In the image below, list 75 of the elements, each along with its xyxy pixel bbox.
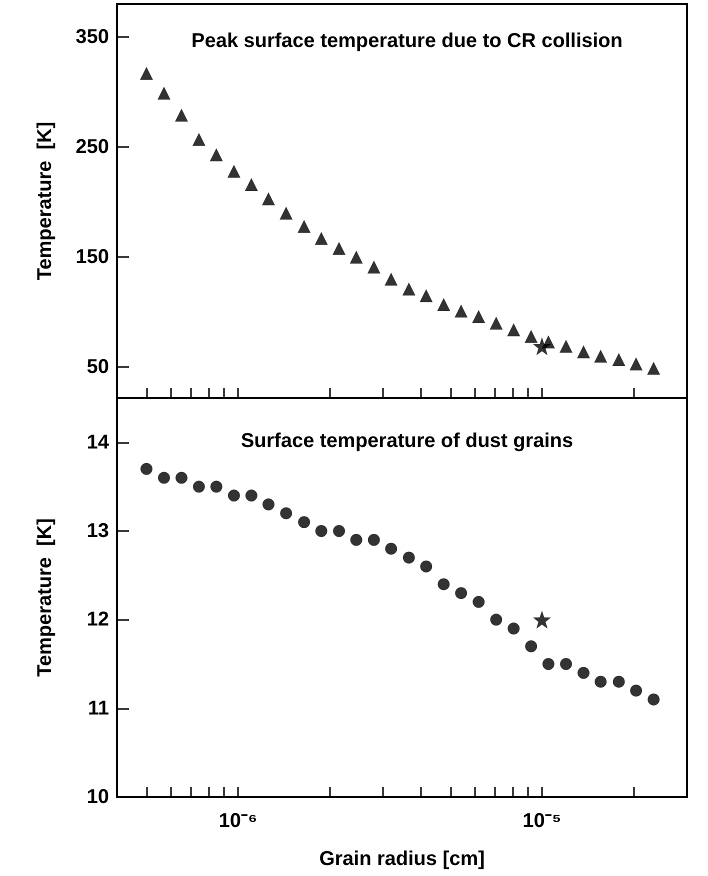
x-tick-label: 10⁻⁵ xyxy=(522,810,562,832)
point xyxy=(332,242,346,255)
point xyxy=(244,178,258,191)
point xyxy=(612,352,626,366)
point xyxy=(385,542,398,555)
text: Peak surface temperature due to CR collision xyxy=(191,30,623,52)
point xyxy=(420,289,433,302)
point xyxy=(648,693,660,706)
point xyxy=(175,108,188,122)
point xyxy=(507,323,520,336)
point xyxy=(350,534,362,546)
point xyxy=(228,490,240,502)
point xyxy=(630,684,642,697)
point xyxy=(280,206,293,220)
text: Surface temperature of dust grains xyxy=(240,430,574,452)
point xyxy=(594,350,608,363)
y-tick-label: 150 xyxy=(76,246,109,268)
point xyxy=(384,272,398,286)
point xyxy=(630,357,643,370)
y-axis-title: Temperature [K] xyxy=(34,518,56,677)
point xyxy=(227,164,240,178)
y-tick-label: 350 xyxy=(76,26,109,48)
point xyxy=(524,330,538,343)
point xyxy=(560,340,573,353)
x-tick-label: 10⁻⁶ xyxy=(218,810,258,832)
point xyxy=(402,552,415,564)
point xyxy=(525,640,538,652)
point xyxy=(472,596,485,608)
point xyxy=(333,525,346,537)
point xyxy=(560,658,572,670)
point xyxy=(437,298,450,311)
point xyxy=(158,472,170,484)
point xyxy=(210,148,223,162)
point xyxy=(367,260,380,274)
point xyxy=(245,490,258,502)
point xyxy=(350,250,363,264)
x-axis-title: Grain radius [cm] xyxy=(319,848,485,870)
point xyxy=(490,614,502,626)
point xyxy=(280,507,292,520)
point xyxy=(612,676,625,688)
y-tick-label: 12 xyxy=(86,608,109,631)
y-axis-title: Temperature [K] xyxy=(34,122,56,280)
point xyxy=(315,525,328,537)
point xyxy=(454,304,468,318)
point xyxy=(262,192,275,206)
point xyxy=(192,132,206,146)
point xyxy=(176,472,188,484)
point xyxy=(368,534,380,546)
point xyxy=(472,310,486,324)
point xyxy=(262,498,274,510)
point xyxy=(314,232,328,245)
y-tick-label: 10 xyxy=(86,786,109,808)
point xyxy=(578,666,590,679)
point xyxy=(420,560,432,572)
y-tick-label: 50 xyxy=(86,356,109,378)
point xyxy=(140,66,153,80)
point xyxy=(594,676,607,688)
point xyxy=(438,578,450,590)
y-tick-label: 13 xyxy=(86,520,109,542)
point xyxy=(140,462,152,475)
point xyxy=(647,362,660,375)
point xyxy=(210,480,222,493)
point xyxy=(402,282,416,296)
y-tick-label: 250 xyxy=(76,136,109,158)
point xyxy=(298,516,310,528)
point xyxy=(455,587,468,600)
y-tick-label: 14 xyxy=(86,431,110,454)
point xyxy=(490,316,503,330)
point xyxy=(542,658,554,670)
point xyxy=(192,480,205,493)
point xyxy=(157,86,170,100)
y-tick-label: 11 xyxy=(88,697,109,720)
point xyxy=(298,220,311,233)
point xyxy=(577,345,590,358)
point xyxy=(508,622,520,635)
